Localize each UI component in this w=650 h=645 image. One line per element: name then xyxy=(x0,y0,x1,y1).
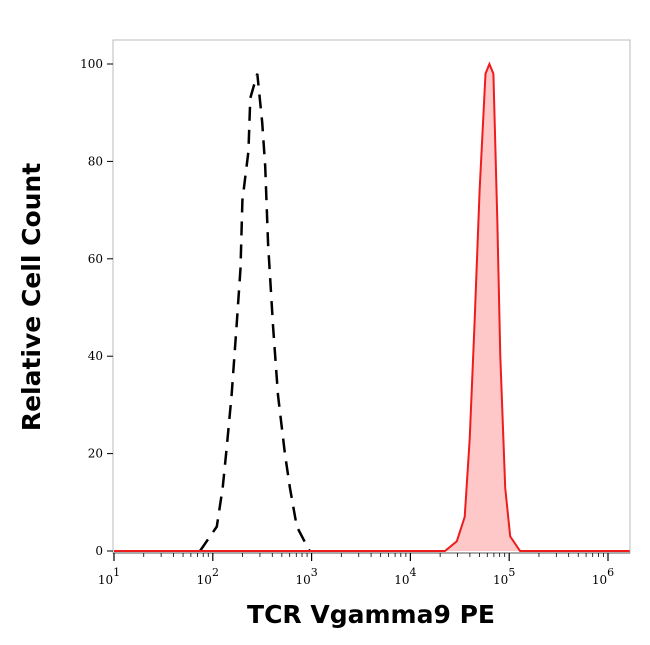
x-tick-label: 103 xyxy=(295,566,317,587)
x-tick-exponent: 2 xyxy=(212,566,219,579)
y-tick-label: 40 xyxy=(88,349,103,363)
x-tick-label: 101 xyxy=(98,566,120,587)
x-axis-label: TCR Vgamma9 PE xyxy=(247,600,495,629)
x-tick-exponent: 6 xyxy=(607,566,614,579)
x-tick-exponent: 3 xyxy=(311,566,318,579)
x-tick-exponent: 1 xyxy=(113,566,120,579)
plot-frame xyxy=(112,39,631,554)
series-line-1 xyxy=(114,61,630,552)
x-tick-label: 104 xyxy=(394,566,416,587)
x-tick-label: 105 xyxy=(493,566,515,587)
y-tick-label: 0 xyxy=(95,544,103,558)
x-tick-label: 102 xyxy=(197,566,219,587)
series-line-0 xyxy=(198,73,311,552)
x-tick-exponent: 5 xyxy=(508,566,515,579)
y-tick-label: 20 xyxy=(88,447,103,461)
x-tick-exponent: 4 xyxy=(410,566,417,579)
y-tick-label: 60 xyxy=(88,252,103,266)
y-axis-label: Relative Cell Count xyxy=(17,163,46,431)
series-fill-1 xyxy=(114,64,630,551)
y-tick-label: 100 xyxy=(80,57,103,71)
x-tick-label: 106 xyxy=(592,566,614,587)
y-tick-label: 80 xyxy=(88,154,103,168)
